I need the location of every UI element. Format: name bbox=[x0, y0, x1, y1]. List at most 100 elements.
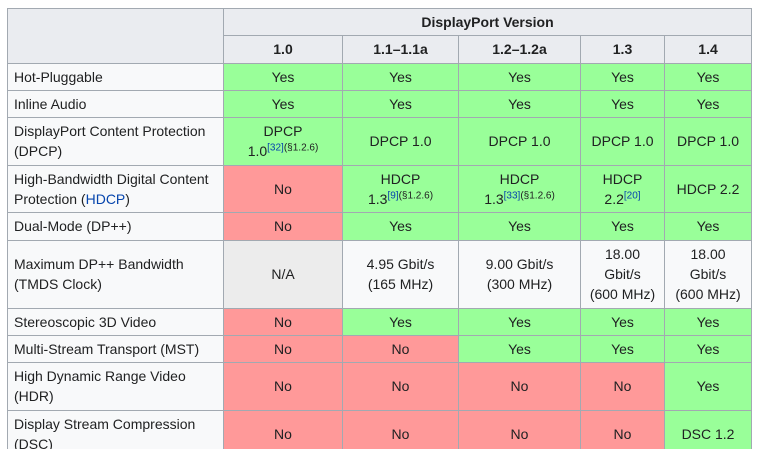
cell-value: Yes bbox=[508, 313, 531, 330]
cell-value-line2: (600 MHz) bbox=[675, 286, 741, 303]
cell-value: DPCP 1.0 bbox=[369, 133, 432, 150]
cell-value: No bbox=[274, 378, 292, 395]
table-body: Hot-Pluggable Yes Yes Yes Yes Yes Inline Audio… bbox=[7, 62, 753, 449]
cell-value: No bbox=[510, 425, 529, 442]
section-ref: (§1.2.6) bbox=[398, 190, 434, 202]
ref-link-32[interactable]: [32] bbox=[267, 142, 284, 154]
row-label: Display Stream Compression (DSC) bbox=[7, 409, 224, 449]
cell-value: Yes bbox=[696, 340, 720, 357]
section-ref: (§1.2.6) bbox=[283, 142, 319, 154]
cell-value: No bbox=[274, 180, 292, 197]
cell-value: No bbox=[613, 425, 632, 442]
row-label: High Dynamic Range Video (HDR) bbox=[7, 362, 224, 411]
table-head: DisplayPort Version 1.0 1.1–1.1a 1.2–1.2a 1… bbox=[7, 7, 753, 64]
value-cell: Yes bbox=[342, 212, 459, 241]
table-row: Display Stream Compression (DSC) No No No No… bbox=[7, 409, 753, 449]
row-label: Multi-Stream Transport (MST) bbox=[7, 334, 224, 364]
value-cell: Yes bbox=[663, 334, 753, 364]
cell-value: 18.00 Gbit/s bbox=[689, 245, 727, 282]
value-cell: Yes bbox=[342, 62, 459, 91]
value-cell: Yes bbox=[663, 62, 753, 91]
row-label: Inline Audio bbox=[7, 89, 224, 119]
value-cell: No bbox=[223, 334, 343, 364]
ref-link-33[interactable]: [33] bbox=[503, 190, 521, 202]
value-cell: No bbox=[223, 164, 343, 214]
value-cell: Yes bbox=[458, 212, 581, 241]
cell-value: Yes bbox=[389, 95, 412, 112]
cell-value: Yes bbox=[508, 340, 531, 357]
table-row: DisplayPort Content Protection (DPCP) DPC… bbox=[7, 117, 753, 166]
column-header-1.2–1.2a: 1.2–1.2a bbox=[458, 35, 581, 64]
footnote: [32](§1.2.6) bbox=[267, 143, 318, 154]
table-row: Inline Audio Yes Yes Yes Yes Yes bbox=[7, 89, 753, 119]
value-cell: Yes bbox=[223, 62, 343, 91]
cell-value: HDCP 1.3 bbox=[484, 170, 540, 208]
value-cell: HDCP 2.2 bbox=[663, 164, 753, 214]
row-label: Dual-Mode (DP++) bbox=[7, 212, 224, 241]
value-cell: 18.00 Gbit/s (600 MHz) bbox=[580, 239, 665, 309]
table-row: Stereoscopic 3D Video No Yes Yes Yes Yes bbox=[7, 307, 753, 336]
value-cell: 4.95 Gbit/s (165 MHz) bbox=[342, 239, 459, 309]
cell-value: Yes bbox=[696, 218, 720, 235]
value-cell: No bbox=[342, 409, 459, 449]
cell-value: Yes bbox=[611, 68, 634, 85]
displayport-version-table: DisplayPort Version 1.0 1.1–1.1a 1.2–1.2a 1… bbox=[7, 7, 753, 449]
cell-value-line2: (300 MHz) bbox=[486, 276, 553, 293]
ref-link-20[interactable]: [20] bbox=[623, 190, 641, 202]
cell-value: HDCP 2.2 bbox=[602, 170, 643, 208]
cell-value: No bbox=[274, 313, 292, 330]
cell-value: Yes bbox=[508, 218, 531, 235]
value-cell: 18.00 Gbit/s (600 MHz) bbox=[663, 239, 753, 309]
cell-value: No bbox=[391, 340, 410, 357]
cell-value: HDCP 1.3 bbox=[367, 170, 421, 208]
cell-value-line2: (165 MHz) bbox=[367, 276, 434, 293]
value-cell: DPCP 1.0 bbox=[580, 117, 665, 166]
cell-value: Yes bbox=[271, 68, 295, 85]
value-cell: N/A bbox=[223, 239, 343, 309]
value-cell: DPCP 1.0[32](§1.2.6) bbox=[223, 117, 343, 166]
cell-value: No bbox=[391, 425, 410, 442]
value-cell: No bbox=[580, 409, 665, 449]
row-label: Stereoscopic 3D Video bbox=[7, 307, 224, 336]
cell-value: No bbox=[510, 378, 529, 395]
value-cell: No bbox=[223, 362, 343, 411]
value-cell: DPCP 1.0 bbox=[458, 117, 581, 166]
value-cell: No bbox=[223, 212, 343, 241]
value-cell: No bbox=[458, 409, 581, 449]
cell-value: Yes bbox=[696, 378, 720, 395]
corner-cell-top bbox=[7, 8, 224, 64]
value-cell: No bbox=[580, 362, 665, 411]
cell-value-line2: (600 MHz) bbox=[589, 286, 656, 303]
cell-value: Yes bbox=[508, 68, 531, 85]
value-cell: 9.00 Gbit/s (300 MHz) bbox=[458, 239, 581, 309]
footnote: [20] bbox=[624, 190, 641, 201]
ref-link-9[interactable]: [9] bbox=[387, 190, 399, 202]
cell-value: Yes bbox=[696, 95, 720, 112]
value-cell: Yes bbox=[663, 89, 753, 119]
value-cell: Yes bbox=[458, 62, 581, 91]
value-cell: HDCP 1.3[9](§1.2.6) bbox=[342, 164, 459, 214]
value-cell: No bbox=[223, 307, 343, 336]
value-cell: No bbox=[342, 334, 459, 364]
value-cell: Yes bbox=[223, 89, 343, 119]
cell-value: Yes bbox=[611, 218, 634, 235]
table-row: Maximum DP++ Bandwidth (TMDS Clock) N/A 4.… bbox=[7, 239, 753, 309]
value-cell: DPCP 1.0 bbox=[342, 117, 459, 166]
value-cell: Yes bbox=[458, 307, 581, 336]
cell-value: N/A bbox=[271, 265, 295, 282]
row-label: Hot-Pluggable bbox=[7, 62, 224, 91]
value-cell: HDCP 2.2[20] bbox=[580, 164, 665, 214]
value-cell: No bbox=[342, 362, 459, 411]
value-cell: Yes bbox=[458, 89, 581, 119]
column-header-1.1–1.1a: 1.1–1.1a bbox=[342, 35, 459, 64]
row-label: DisplayPort Content Protection (DPCP) bbox=[7, 117, 224, 166]
cell-value: No bbox=[613, 378, 632, 395]
column-header-1.0: 1.0 bbox=[223, 35, 343, 64]
value-cell: No bbox=[223, 409, 343, 449]
cell-value: No bbox=[274, 425, 292, 442]
value-cell: Yes bbox=[580, 334, 665, 364]
column-header-1.4: 1.4 bbox=[663, 35, 753, 64]
cell-value: DPCP 1.0 bbox=[591, 133, 654, 150]
hdcp-link[interactable]: HDCP bbox=[85, 191, 126, 208]
value-cell: Yes bbox=[580, 62, 665, 91]
